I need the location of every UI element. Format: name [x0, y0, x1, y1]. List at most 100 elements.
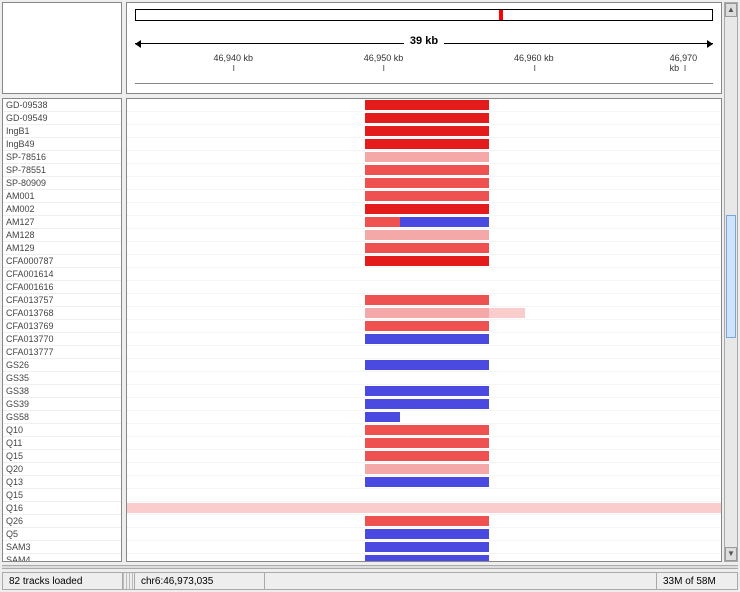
span-label: 39 kb	[404, 35, 444, 47]
track-row[interactable]	[127, 385, 721, 398]
track-row[interactable]	[127, 476, 721, 489]
track-label[interactable]: GS58	[3, 411, 121, 424]
track-label[interactable]: Q20	[3, 463, 121, 476]
scrollbar-thumb[interactable]	[726, 215, 736, 338]
ruler-tick: 46,950 kb	[364, 53, 404, 63]
track-row[interactable]	[127, 346, 721, 359]
track-row[interactable]	[127, 320, 721, 333]
track-label[interactable]: Q16	[3, 502, 121, 515]
status-tracks-loaded: 82 tracks loaded	[3, 573, 123, 589]
track-row[interactable]	[127, 554, 721, 562]
ruler-tick: 46,960 kb	[514, 53, 554, 63]
track-row[interactable]	[127, 437, 721, 450]
track-label[interactable]: Q15	[3, 489, 121, 502]
track-row[interactable]	[127, 242, 721, 255]
track-row[interactable]	[127, 515, 721, 528]
segment	[365, 308, 490, 318]
track-row[interactable]	[127, 333, 721, 346]
track-row[interactable]	[127, 398, 721, 411]
segment	[365, 178, 490, 188]
track-row[interactable]	[127, 151, 721, 164]
track-label[interactable]: CFA013769	[3, 320, 121, 333]
track-label[interactable]: Q5	[3, 528, 121, 541]
track-label[interactable]: Q15	[3, 450, 121, 463]
track-label[interactable]: Q10	[3, 424, 121, 437]
track-label[interactable]: CFA000787	[3, 255, 121, 268]
track-label[interactable]: CFA013777	[3, 346, 121, 359]
track-row[interactable]	[127, 138, 721, 151]
track-row[interactable]	[127, 203, 721, 216]
track-label[interactable]: GD-09549	[3, 112, 121, 125]
track-row[interactable]	[127, 307, 721, 320]
track-row[interactable]	[127, 268, 721, 281]
track-label[interactable]: IngB1	[3, 125, 121, 138]
track-label[interactable]: Q26	[3, 515, 121, 528]
track-label[interactable]: IngB49	[3, 138, 121, 151]
genome-ruler-panel[interactable]: 39 kb 46,940 kb46,950 kb46,960 kb46,970 …	[126, 2, 722, 94]
track-label[interactable]: SAM4	[3, 554, 121, 562]
track-label[interactable]: GS26	[3, 359, 121, 372]
track-label[interactable]: Q13	[3, 476, 121, 489]
track-row[interactable]	[127, 177, 721, 190]
panel-divider[interactable]	[2, 565, 738, 569]
track-row[interactable]	[127, 164, 721, 177]
status-locus: chr6:46,973,035	[135, 573, 265, 589]
track-row[interactable]	[127, 112, 721, 125]
segment	[365, 204, 490, 214]
track-label[interactable]: AM127	[3, 216, 121, 229]
track-row[interactable]	[127, 502, 721, 515]
track-label[interactable]: CFA013757	[3, 294, 121, 307]
status-spacer	[265, 573, 657, 589]
track-row[interactable]	[127, 229, 721, 242]
track-label[interactable]: CFA013768	[3, 307, 121, 320]
segment	[365, 126, 490, 136]
tick-row: 46,940 kb46,950 kb46,960 kb46,970 kb	[135, 53, 713, 91]
track-row[interactable]	[127, 281, 721, 294]
segment	[365, 152, 490, 162]
status-grip[interactable]	[123, 573, 135, 589]
track-row[interactable]	[127, 424, 721, 437]
track-label[interactable]: GD-09538	[3, 99, 121, 112]
track-label[interactable]: AM129	[3, 242, 121, 255]
segment	[365, 529, 490, 539]
track-label[interactable]: AM128	[3, 229, 121, 242]
track-label[interactable]: AM001	[3, 190, 121, 203]
track-row[interactable]	[127, 216, 721, 229]
track-label[interactable]: GS39	[3, 398, 121, 411]
track-row[interactable]	[127, 528, 721, 541]
track-row[interactable]	[127, 541, 721, 554]
vertical-scrollbar[interactable]: ▲ ▼	[724, 2, 738, 562]
track-row[interactable]	[127, 255, 721, 268]
track-row[interactable]	[127, 99, 721, 112]
track-label[interactable]: CFA001614	[3, 268, 121, 281]
track-row[interactable]	[127, 450, 721, 463]
track-row[interactable]	[127, 411, 721, 424]
scroll-down-button[interactable]: ▼	[725, 547, 737, 561]
track-label[interactable]: Q11	[3, 437, 121, 450]
track-label[interactable]: SAM3	[3, 541, 121, 554]
segment	[365, 165, 490, 175]
track-row[interactable]	[127, 463, 721, 476]
track-label[interactable]: CFA013770	[3, 333, 121, 346]
track-label[interactable]: SP-78551	[3, 164, 121, 177]
track-label[interactable]: CFA001616	[3, 281, 121, 294]
locus-marker	[499, 10, 503, 20]
segment	[365, 451, 490, 461]
scroll-up-button[interactable]: ▲	[725, 3, 737, 17]
track-label[interactable]: SP-80909	[3, 177, 121, 190]
track-row[interactable]	[127, 294, 721, 307]
track-label[interactable]: GS38	[3, 385, 121, 398]
track-row[interactable]	[127, 125, 721, 138]
track-row[interactable]	[127, 359, 721, 372]
track-row[interactable]	[127, 489, 721, 502]
track-row[interactable]	[127, 190, 721, 203]
track-row[interactable]	[127, 372, 721, 385]
track-label[interactable]: AM002	[3, 203, 121, 216]
segment	[365, 516, 490, 526]
segment	[365, 243, 490, 253]
ruler-tick: 46,970 kb	[670, 53, 699, 73]
track-label[interactable]: SP-78516	[3, 151, 121, 164]
chromosome-ideogram[interactable]	[135, 9, 713, 21]
track-data-panel[interactable]	[126, 98, 722, 562]
track-label[interactable]: GS35	[3, 372, 121, 385]
